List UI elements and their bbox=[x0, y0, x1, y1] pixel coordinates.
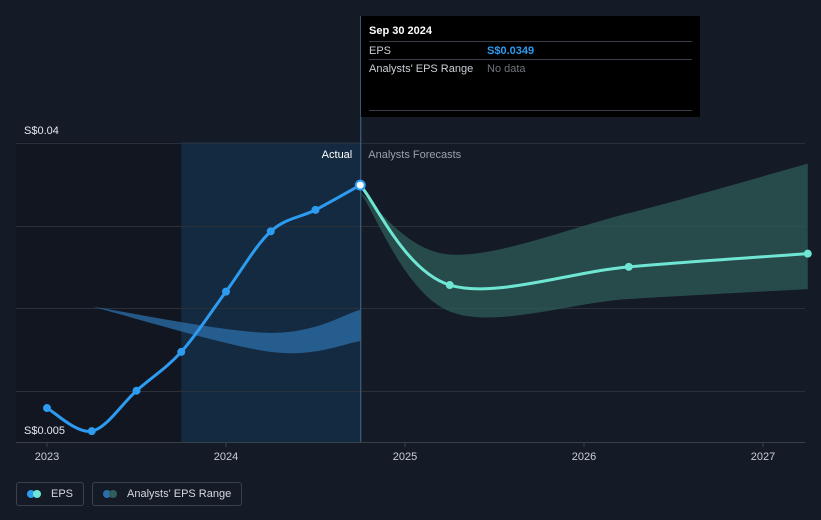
forecast-label: Analysts Forecasts bbox=[368, 149, 461, 161]
tooltip-row-range: Analysts' EPS Range No data bbox=[369, 59, 692, 77]
tooltip-range-value: No data bbox=[487, 62, 526, 75]
tooltip-divider bbox=[369, 110, 692, 111]
tooltip-eps-key: EPS bbox=[369, 44, 392, 57]
range-band-0 bbox=[91, 306, 361, 354]
series-line-0 bbox=[45, 183, 362, 433]
data-point-1-3 bbox=[803, 249, 812, 258]
series-line-1 bbox=[358, 183, 810, 291]
data-point-0-3 bbox=[177, 347, 186, 356]
x-tick-label-4: 2027 bbox=[751, 451, 775, 463]
legend-eps-label: EPS bbox=[51, 488, 74, 500]
data-point-0-5 bbox=[266, 227, 275, 236]
y-axis-bottom-label: S$0.005 bbox=[24, 425, 65, 437]
legend-range-label: Analysts' EPS Range bbox=[127, 488, 232, 500]
actual-label: Actual bbox=[322, 149, 353, 161]
range-bands bbox=[91, 163, 808, 354]
highlight-band bbox=[181, 142, 361, 442]
data-point-0-0 bbox=[43, 404, 51, 413]
hover-tooltip: Sep 30 2024 EPS S$0.0349 Analysts' EPS R… bbox=[361, 16, 700, 117]
data-point-1-2 bbox=[624, 262, 633, 271]
data-point-0-4 bbox=[222, 287, 230, 296]
legend-eps-swatch bbox=[27, 490, 43, 498]
data-point-0-1 bbox=[87, 427, 96, 436]
range-band-1 bbox=[360, 163, 808, 318]
data-point-0-6 bbox=[311, 205, 320, 214]
series-lines bbox=[45, 183, 810, 433]
y-axis-top-label: S$0.04 bbox=[24, 125, 59, 137]
tooltip-eps-value: S$0.0349 bbox=[487, 44, 535, 57]
series-points bbox=[43, 179, 812, 436]
data-point-0-7 bbox=[354, 179, 366, 191]
x-tick-label-1: 2024 bbox=[214, 451, 238, 463]
x-axis-ticks: 2023 2024 2025 2026 2027 bbox=[35, 442, 775, 463]
tooltip-range-key: Analysts' EPS Range bbox=[369, 62, 474, 75]
tooltip-date: Sep 30 2024 bbox=[369, 25, 432, 37]
x-tick-label-3: 2026 bbox=[572, 451, 596, 463]
legend: EPS Analysts' EPS Range bbox=[16, 482, 243, 506]
data-point-1-1 bbox=[445, 281, 454, 290]
legend-eps[interactable]: EPS bbox=[16, 482, 85, 506]
x-tick-label-0: 2023 bbox=[35, 451, 59, 463]
legend-eps-range[interactable]: Analysts' EPS Range bbox=[92, 482, 243, 506]
tooltip-row-eps: EPS S$0.0349 bbox=[369, 41, 692, 59]
x-tick-label-2: 2025 bbox=[393, 451, 417, 463]
data-point-0-2 bbox=[132, 386, 141, 395]
legend-range-swatch bbox=[103, 490, 119, 498]
